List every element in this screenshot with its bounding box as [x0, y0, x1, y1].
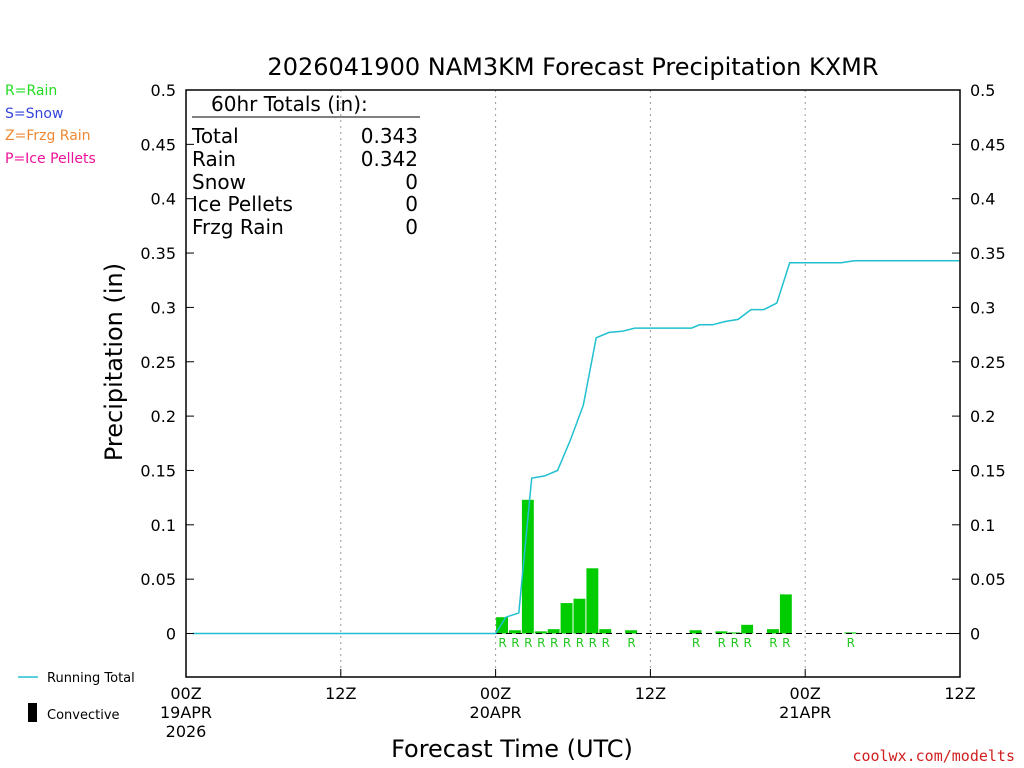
- totals-ice-pellets-label: Ice Pellets: [192, 192, 293, 216]
- precip-bar: [548, 629, 560, 633]
- precip-type-marker: R: [718, 636, 726, 650]
- y-tick-label-left: 0.25: [140, 353, 176, 372]
- y-tick-label-left: 0.5: [151, 81, 176, 100]
- precipitation-chart: RRRRRRRRRRRRRRRRR 00.050.10.150.20.250.3…: [0, 0, 1024, 768]
- y-tick-label-right: 0.15: [970, 461, 1006, 480]
- x-tick-label: 2026: [166, 722, 207, 741]
- y-tick-label-right: 0.1: [970, 516, 995, 535]
- precip-type-marker: R: [589, 636, 597, 650]
- precip-bar: [780, 594, 792, 633]
- precip-type-marker: R: [524, 636, 532, 650]
- precip-bar: [767, 629, 779, 633]
- totals-snow-value: 0: [405, 170, 418, 194]
- precip-bar: [586, 568, 598, 633]
- precip-bars: [496, 500, 856, 634]
- y-tick-label-right: 0.3: [970, 298, 995, 317]
- series-legend: Running Total Convective: [18, 671, 135, 723]
- x-tick-label: 00Z: [480, 684, 511, 703]
- totals-total-value: 0.343: [361, 124, 418, 148]
- y-tick-label-right: 0.25: [970, 353, 1006, 372]
- precip-type-marker: R: [550, 636, 558, 650]
- precip-type-marker: R: [769, 636, 777, 650]
- y-tick-label-left: 0.05: [140, 570, 176, 589]
- totals-header: 60hr Totals (in):: [211, 92, 368, 116]
- totals-frzg-rain-value: 0: [405, 215, 418, 239]
- y-tick-label-left: 0.3: [151, 298, 176, 317]
- y-tick-label-left: 0.1: [151, 516, 176, 535]
- totals-snow-label: Snow: [192, 170, 246, 194]
- precip-type-marker: R: [498, 636, 506, 650]
- precip-bar: [574, 599, 586, 634]
- x-tick-label: 12Z: [944, 684, 975, 703]
- y-tick-label-right: 0.5: [970, 81, 995, 100]
- x-tick-label: 12Z: [635, 684, 666, 703]
- running-total-line: [192, 261, 960, 634]
- legend-freezing-rain: Z=Frzg Rain: [5, 128, 91, 144]
- y-tick-label-right: 0.4: [970, 190, 995, 209]
- precip-type-marker: R: [847, 636, 855, 650]
- y-tick-label-left: 0.45: [140, 135, 176, 154]
- totals-total-label: Total: [191, 124, 239, 148]
- y-tick-label-right: 0: [970, 625, 980, 644]
- x-tick-label: 21APR: [779, 703, 831, 722]
- y-tick-label-left: 0.4: [151, 190, 176, 209]
- y-tick-label-right: 0.45: [970, 135, 1006, 154]
- convective-legend-label: Convective: [47, 708, 120, 723]
- credit-text: coolwx.com/modelts: [852, 747, 1015, 765]
- precip-bar: [561, 603, 573, 633]
- totals-frzg-rain-label: Frzg Rain: [192, 215, 284, 239]
- legend-rain: R=Rain: [5, 83, 57, 99]
- x-tick-label: 00Z: [790, 684, 821, 703]
- precip-type-marker: R: [782, 636, 790, 650]
- precip-bar: [599, 629, 611, 633]
- totals-box: 60hr Totals (in): Total 0.343 Rain 0.342…: [191, 92, 420, 239]
- precip-type-marker: R: [576, 636, 584, 650]
- y-tick-label-right: 0.05: [970, 570, 1006, 589]
- x-tick-label: 20APR: [470, 703, 522, 722]
- y-tick-label-left: 0.2: [151, 407, 176, 426]
- precip-type-marker: R: [743, 636, 751, 650]
- y-tick-label-left: 0.15: [140, 461, 176, 480]
- precip-bar: [741, 625, 753, 634]
- y-tick-label-right: 0.2: [970, 407, 995, 426]
- chart-title: 2026041900 NAM3KM Forecast Precipitation…: [267, 53, 878, 81]
- plot-frame: [186, 90, 960, 677]
- precip-type-marker: R: [563, 636, 571, 650]
- x-tick-label: 00Z: [170, 684, 201, 703]
- precip-type-marker: R: [537, 636, 545, 650]
- legend-snow: S=Snow: [5, 106, 63, 122]
- running-total-legend-label: Running Total: [47, 671, 135, 686]
- x-tick-label: 12Z: [325, 684, 356, 703]
- convective-swatch: [28, 703, 37, 722]
- y-tick-label-right: 0.35: [970, 244, 1006, 263]
- totals-rain-value: 0.342: [361, 147, 418, 171]
- legend-ice-pellets: P=Ice Pellets: [5, 151, 96, 167]
- precip-type-marker: R: [692, 636, 700, 650]
- x-tick-label: 19APR: [160, 703, 212, 722]
- x-axis-label: Forecast Time (UTC): [391, 735, 633, 763]
- totals-ice-pellets-value: 0: [405, 192, 418, 216]
- y-tick-label-left: 0.35: [140, 244, 176, 263]
- precip-type-marker: R: [731, 636, 739, 650]
- precip-type-marker: R: [602, 636, 610, 650]
- totals-rain-label: Rain: [192, 147, 236, 171]
- y-tick-label-left: 0: [166, 625, 176, 644]
- precip-type-marker: R: [627, 636, 635, 650]
- precip-type-legend: R=Rain S=Snow Z=Frzg Rain P=Ice Pellets: [5, 83, 96, 167]
- precip-type-marker: R: [511, 636, 519, 650]
- y-axis-label: Precipitation (in): [100, 263, 128, 461]
